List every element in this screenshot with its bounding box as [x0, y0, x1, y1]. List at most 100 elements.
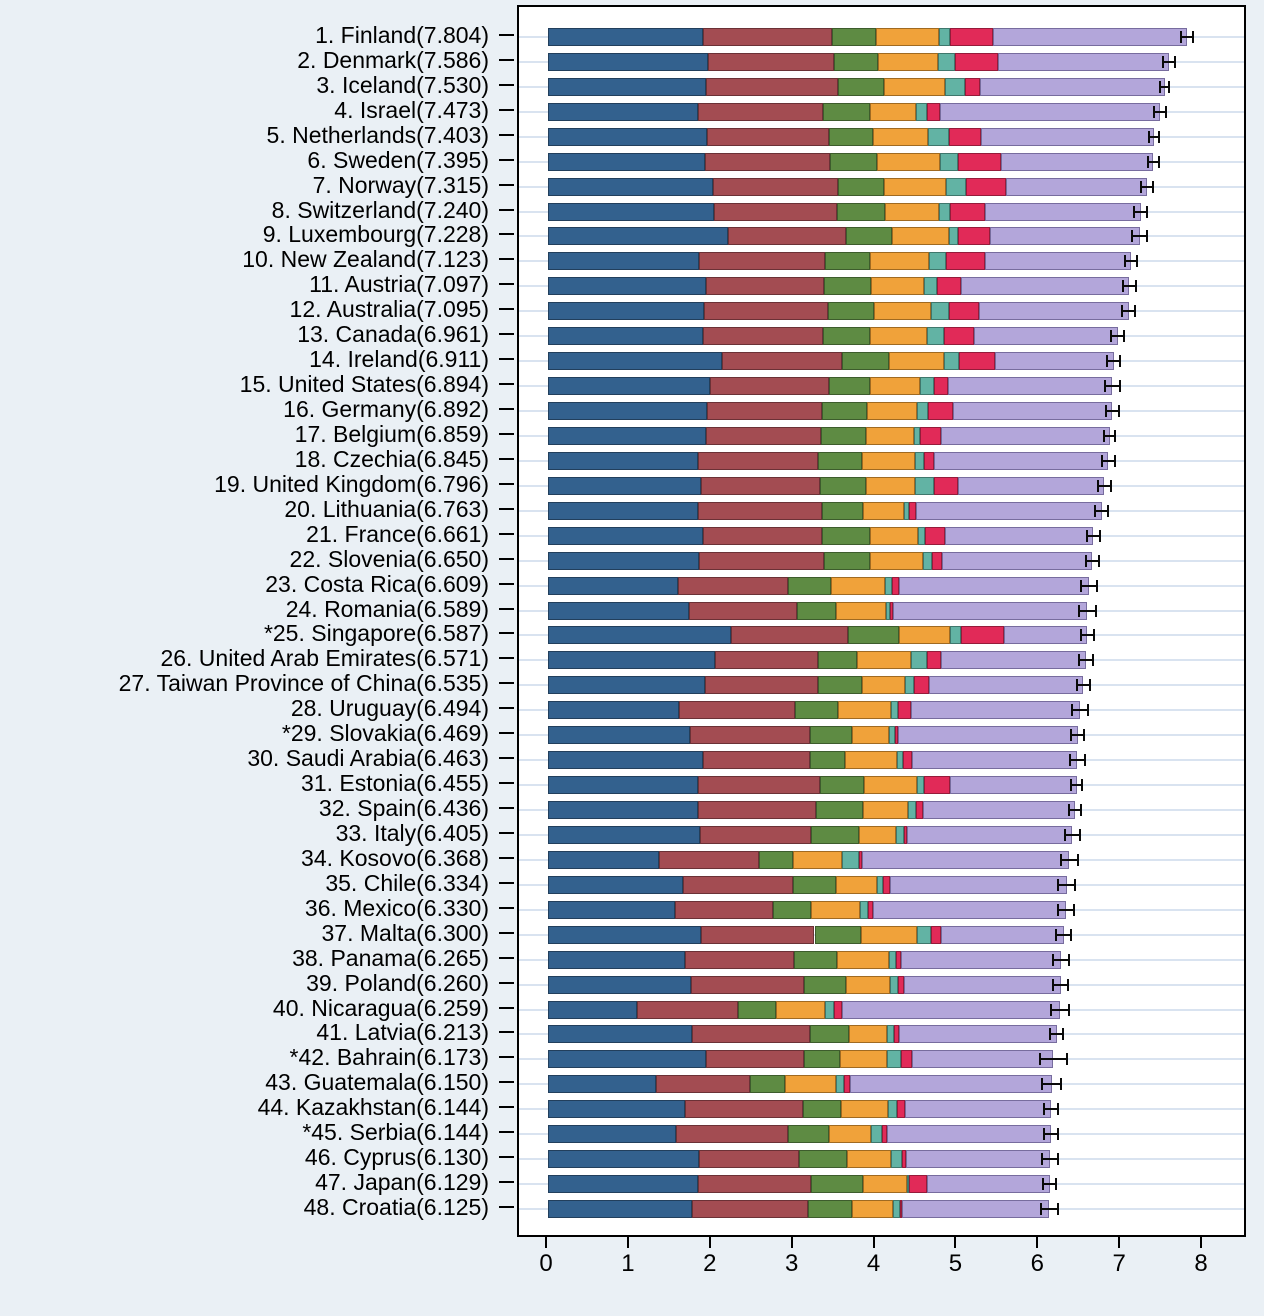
- y-axis-tick: [499, 607, 514, 610]
- ci-whisker-cap-left: [1069, 779, 1072, 792]
- ci-whisker-line: [1111, 335, 1125, 338]
- bar-segment-social-support: [702, 28, 833, 46]
- y-axis-tick: [499, 881, 514, 884]
- y-axis-tick: [499, 1106, 514, 1109]
- bar-segment-freedom-to-make-life-choices: [837, 701, 892, 720]
- ci-whisker-cap-right: [1079, 804, 1082, 817]
- ci-whisker-line: [1052, 958, 1070, 961]
- bar-segment-gdp-per-capita: [548, 1150, 700, 1169]
- bar-segment-dystopia-plus-residual: [941, 651, 1086, 670]
- ci-whisker-cap-right: [1065, 1053, 1068, 1066]
- bar-segment-perceptions-of-corruption: [934, 377, 949, 396]
- bar-segment-social-support: [703, 302, 828, 321]
- bar-segment-perceptions-of-corruption: [914, 676, 929, 695]
- bar-segment-perceptions-of-corruption: [903, 825, 908, 844]
- x-axis-tick: [954, 1237, 957, 1248]
- bar-segment-perceptions-of-corruption: [909, 1175, 927, 1194]
- bar-segment-dystopia-plus-residual: [903, 975, 1061, 994]
- bar-segment-dystopia-plus-residual: [981, 127, 1155, 146]
- bar-segment-freedom-to-make-life-choices: [883, 177, 946, 196]
- bar-segment-freedom-to-make-life-choices: [836, 875, 877, 894]
- ci-whisker-line: [1125, 260, 1137, 263]
- bar-segment-dystopia-plus-residual: [901, 1199, 1050, 1218]
- bar-segment-generosity: [916, 776, 925, 795]
- ci-whisker-line: [1181, 36, 1193, 38]
- ci-whisker-line: [1080, 584, 1098, 587]
- bar-segment-healthy-life-expectancy: [821, 526, 870, 545]
- bar-segment-generosity: [876, 875, 884, 894]
- bar-segment-freedom-to-make-life-choices: [862, 1175, 907, 1194]
- bar-segment-healthy-life-expectancy: [838, 77, 885, 96]
- bar-segment-perceptions-of-corruption: [926, 102, 940, 121]
- y-axis-tick: [499, 807, 514, 810]
- y-axis-tick: [499, 1006, 514, 1009]
- ci-whisker-line: [1061, 858, 1078, 861]
- ci-whisker-line: [1122, 285, 1136, 288]
- y-axis-tick: [499, 1131, 514, 1134]
- y-axis-tick: [499, 1081, 514, 1084]
- bar-segment-healthy-life-expectancy: [818, 651, 858, 670]
- bar-segment-perceptions-of-corruption: [894, 726, 898, 745]
- bar-segment-perceptions-of-corruption: [931, 925, 941, 944]
- bar-segment-generosity: [887, 1050, 901, 1069]
- ci-whisker-cap-right: [1164, 105, 1167, 118]
- bar-segment-healthy-life-expectancy: [842, 352, 889, 371]
- bar-segment-generosity: [884, 576, 892, 595]
- bar-segment-perceptions-of-corruption: [924, 526, 946, 545]
- x-axis-tick: [1118, 1237, 1121, 1248]
- ci-whisker-line: [1043, 1133, 1059, 1136]
- ci-whisker-cap-right: [1191, 31, 1194, 43]
- bar-segment-freedom-to-make-life-choices: [870, 377, 921, 396]
- ci-whisker-cap-right: [1119, 355, 1122, 368]
- bar-segment-gdp-per-capita: [548, 601, 689, 620]
- ci-whisker-cap-left: [1084, 554, 1087, 567]
- bar-segment-freedom-to-make-life-choices: [839, 1050, 888, 1069]
- y-axis-tick: [499, 482, 514, 485]
- bar-segment-generosity: [897, 751, 903, 770]
- bar-segment-social-support: [707, 127, 829, 146]
- y-axis-tick: [499, 1205, 514, 1208]
- bar-segment-social-support: [712, 177, 838, 196]
- bar-segment-dystopia-plus-residual: [886, 1125, 1052, 1144]
- y-axis-tick: [499, 208, 514, 211]
- country-label: 6. Sweden(7.395): [307, 146, 489, 173]
- bar-segment-perceptions-of-corruption: [955, 52, 999, 71]
- bar-segment-gdp-per-capita: [548, 676, 706, 695]
- bar-segment-gdp-per-capita: [548, 277, 707, 296]
- bar-segment-gdp-per-capita: [548, 626, 732, 645]
- bar-segment-healthy-life-expectancy: [824, 252, 871, 271]
- bar-segment-dystopia-plus-residual: [950, 776, 1077, 795]
- bar-segment-social-support: [636, 1000, 738, 1019]
- country-label: 9. Luxembourg(7.228): [262, 221, 489, 248]
- ci-whisker-cap-right: [1098, 554, 1101, 567]
- bar-segment-dystopia-plus-residual: [892, 601, 1088, 620]
- ci-whisker-line: [1101, 459, 1115, 462]
- ci-whisker-cap-right: [1088, 679, 1091, 692]
- bar-segment-perceptions-of-corruption: [944, 327, 975, 346]
- country-label: 38. Panama(6.265): [292, 944, 489, 971]
- bar-segment-generosity: [917, 526, 925, 545]
- bar-segment-social-support: [705, 152, 831, 171]
- y-axis-tick: [499, 258, 514, 261]
- bar-segment-healthy-life-expectancy: [759, 850, 794, 869]
- country-label: 14. Ireland(6.911): [309, 346, 489, 373]
- bar-segment-healthy-life-expectancy: [811, 825, 859, 844]
- bar-segment-perceptions-of-corruption: [883, 875, 891, 894]
- bar-segment-dystopia-plus-residual: [980, 77, 1165, 96]
- ci-whisker-line: [1053, 983, 1068, 986]
- bar-segment-gdp-per-capita: [548, 975, 692, 994]
- ci-whisker-line: [1041, 1158, 1059, 1161]
- bar-segment-freedom-to-make-life-choices: [870, 252, 929, 271]
- bar-segment-generosity: [888, 726, 895, 745]
- ci-whisker-line: [1105, 410, 1119, 413]
- bar-segment-gdp-per-capita: [548, 202, 714, 221]
- ci-whisker-cap-right: [1057, 1153, 1060, 1166]
- bar-segment-healthy-life-expectancy: [822, 402, 868, 421]
- bar-segment-gdp-per-capita: [548, 701, 680, 720]
- country-label: 26. United Arab Emirates(6.571): [160, 645, 489, 672]
- bar-segment-freedom-to-make-life-choices: [810, 900, 861, 919]
- ci-whisker-line: [1085, 559, 1099, 562]
- ci-whisker-cap-left: [1085, 529, 1088, 542]
- bar-segment-gdp-per-capita: [548, 501, 698, 520]
- bar-segment-dystopia-plus-residual: [928, 676, 1084, 695]
